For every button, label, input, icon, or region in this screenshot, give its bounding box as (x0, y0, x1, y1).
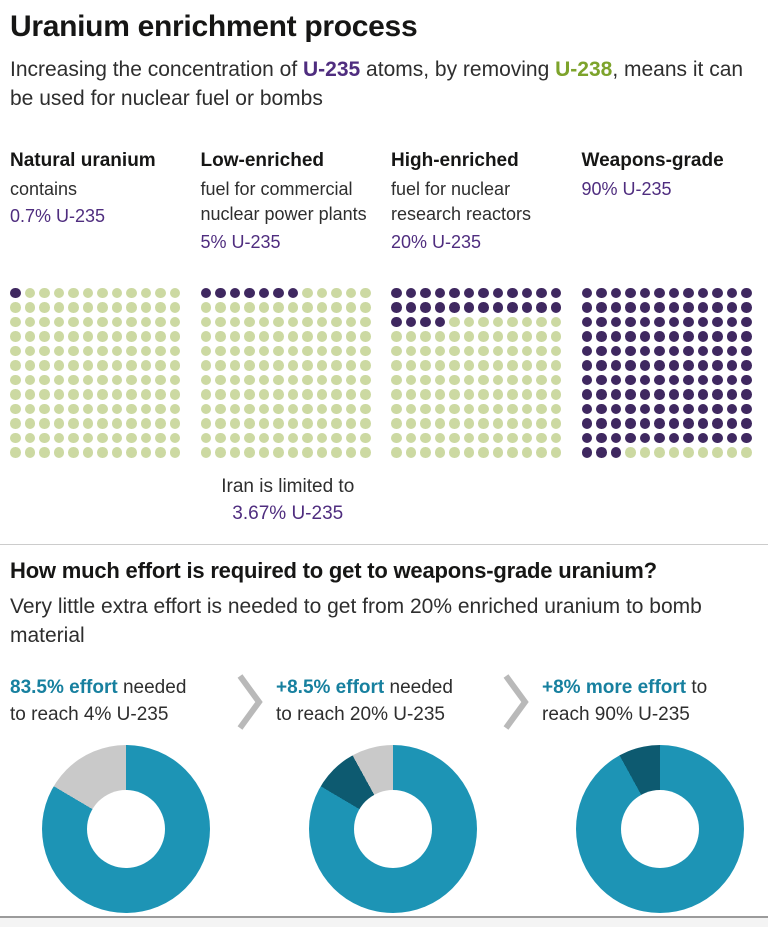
donut-chart-20pct (309, 744, 477, 913)
column-percentage: 0.7% U-235 (10, 206, 106, 227)
donut-hole (621, 789, 699, 868)
effort-target: reach 90% U-235 (542, 703, 690, 725)
column-high-enriched: High-enriched fuel for nuclear research … (391, 148, 566, 528)
column-percentage: 20% U-235 (391, 231, 482, 252)
column-body: fuel for commercial nuclear power plants (200, 178, 367, 225)
waffle-chart-weapons-grade (581, 287, 752, 458)
subtitle-text: atoms, by removing (360, 58, 556, 81)
page-title: Uranium enrichment process (10, 10, 418, 43)
section-divider (0, 543, 768, 545)
column-natural-uranium: Natural uranium contains 0.7% U-235 (10, 148, 185, 528)
effort-label-4pct: 83.5% effort needed to reach 4% U-235 (10, 675, 224, 729)
column-heading: Weapons-grade (581, 149, 724, 171)
effort-value: 83.5% effort (10, 676, 118, 698)
effort-label-90pct: +8% more effort to reach 90% U-235 (542, 675, 756, 729)
enrichment-columns: Natural uranium contains 0.7% U-235 Low-… (10, 148, 756, 528)
donut-chart-4pct (42, 744, 210, 913)
effort-section-subtitle: Very little extra effort is needed to ge… (10, 594, 702, 647)
column-body: contains (10, 178, 78, 199)
effort-section-heading: How much effort is required to get to we… (10, 557, 657, 583)
u238-highlight: U-238 (555, 58, 613, 81)
column-low-enriched: Low-enriched fuel for commercial nuclear… (200, 148, 376, 528)
effort-labels-row: 83.5% effort needed to reach 4% U-235 +8… (10, 673, 756, 731)
waffle-chart-high-enriched (391, 287, 561, 458)
donut-hole (354, 789, 432, 868)
effort-target: to reach 20% U-235 (276, 703, 445, 725)
effort-label-20pct: +8.5% effort needed to reach 20% U-235 (276, 675, 490, 729)
column-body: fuel for nuclear research reactors (391, 178, 532, 225)
iran-limit-text: Iran is limited to (221, 475, 355, 497)
subtitle-text: , means it can be used for nuclear fuel … (10, 58, 744, 110)
column-percentage: 5% U-235 (200, 231, 281, 252)
effort-donuts-row (10, 744, 756, 913)
subtitle-text: Increasing the concentration of (10, 58, 304, 81)
chevron-right-icon (224, 673, 276, 731)
effort-value: +8% more effort (542, 676, 687, 698)
u235-highlight: U-235 (303, 58, 361, 81)
footer-divider (0, 916, 768, 927)
waffle-chart-low-enriched (200, 287, 371, 458)
iran-limit-percentage: 3.67% U-235 (232, 502, 344, 524)
donut-chart-90pct (576, 744, 744, 913)
iran-limit-note: Iran is limited to 3.67% U-235 (201, 474, 376, 528)
column-heading: High-enriched (391, 149, 519, 171)
effort-value: +8.5% effort (276, 676, 385, 698)
chevron-right-icon (490, 673, 542, 731)
subtitle: Increasing the concentration of U-235 at… (10, 56, 756, 114)
donut-hole (87, 789, 165, 868)
column-percentage: 90% U-235 (581, 178, 672, 199)
column-weapons-grade: Weapons-grade 90% U-235 (581, 148, 757, 528)
effort-target: to reach 4% U-235 (10, 703, 169, 725)
waffle-chart-natural (10, 287, 180, 458)
column-heading: Natural uranium (10, 149, 156, 171)
column-heading: Low-enriched (200, 149, 325, 171)
